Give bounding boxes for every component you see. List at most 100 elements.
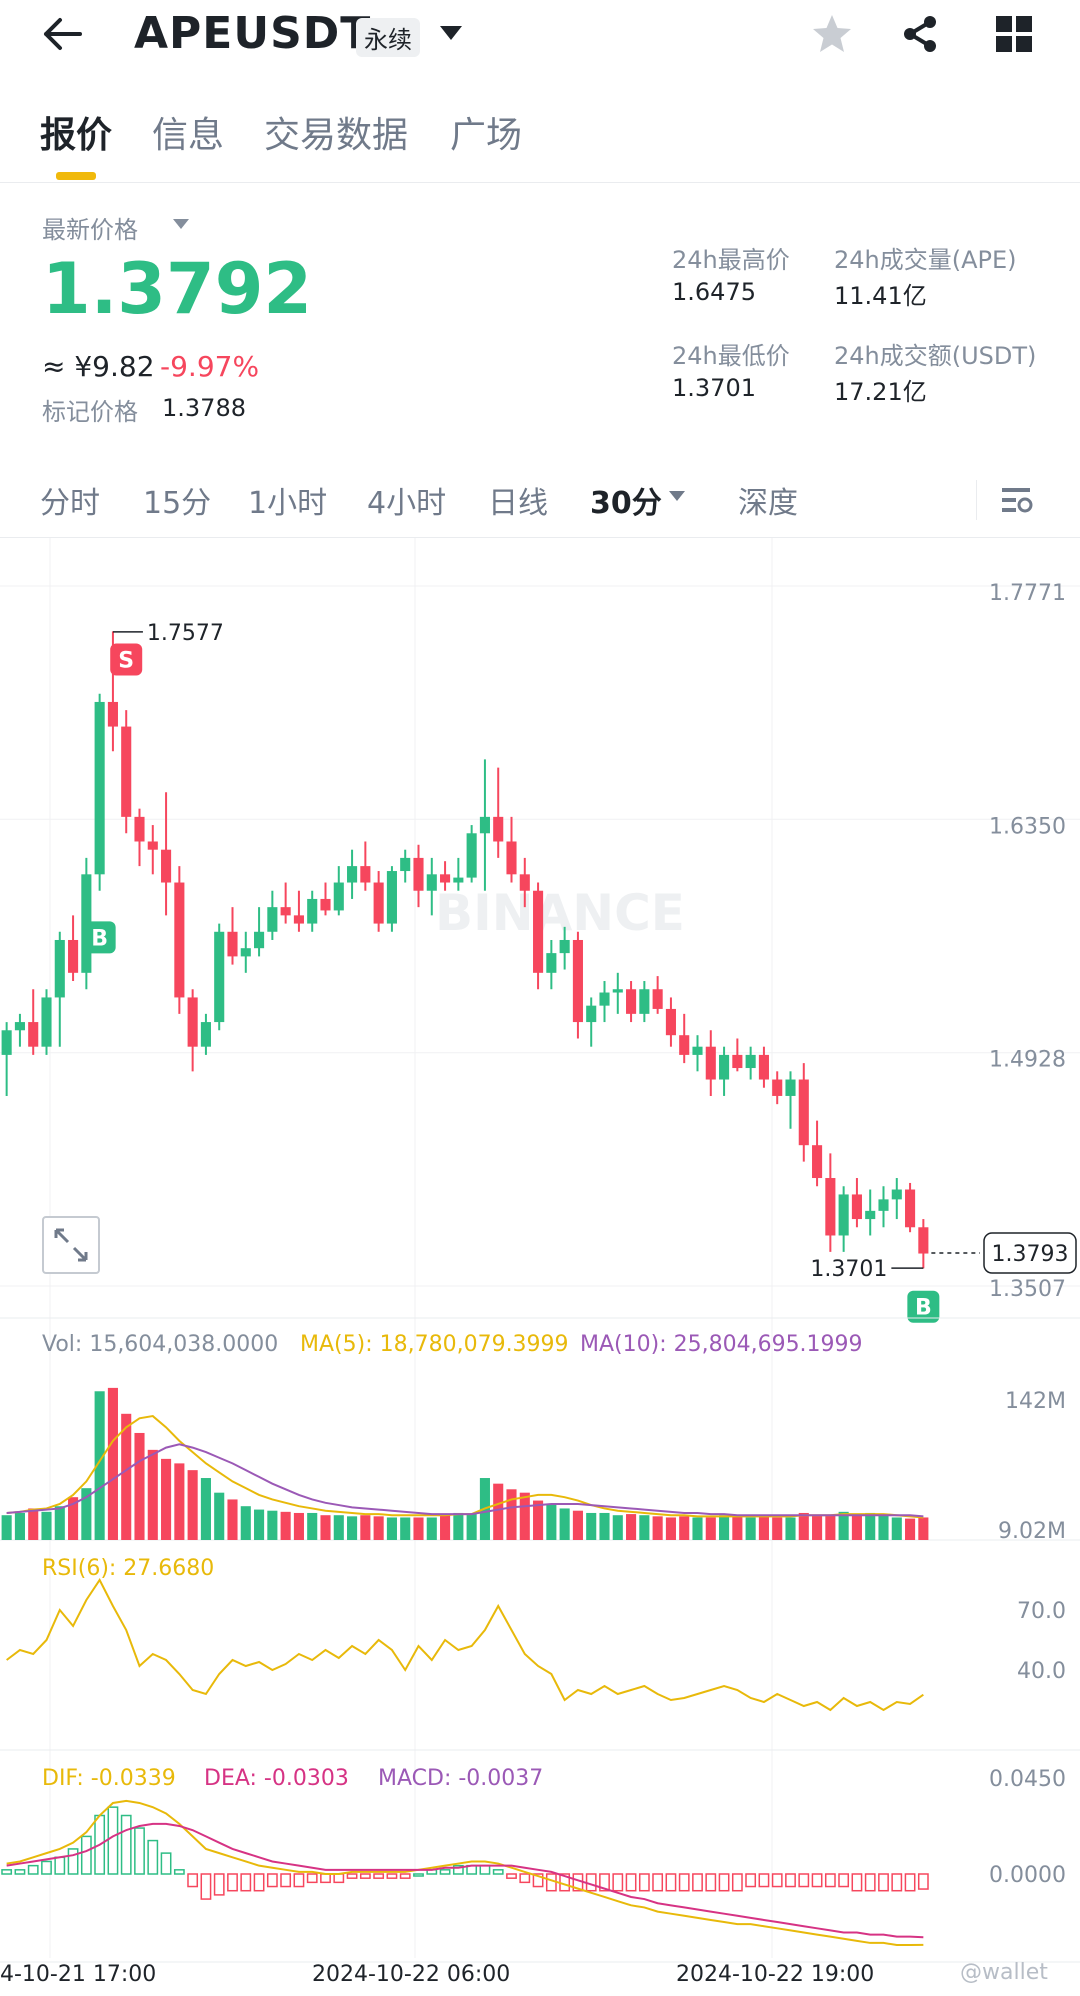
macd-bar	[585, 1873, 597, 1892]
volume-bar	[360, 1515, 371, 1540]
back-arrow-icon[interactable]	[40, 14, 84, 54]
y-tick-label: 70.0	[1017, 1599, 1066, 1624]
macd-bar	[240, 1873, 252, 1892]
candle-body	[453, 877, 464, 883]
tab-trading-data[interactable]: 交易数据	[264, 115, 409, 156]
top-bar: APEUSDT 永续	[0, 0, 1080, 72]
chevron-down-icon[interactable]	[172, 218, 190, 230]
candle-body	[665, 1008, 676, 1036]
vol-usdt-label: 24h成交额(USDT)	[834, 342, 1037, 370]
trade-marker	[83, 921, 116, 954]
volume-bar	[147, 1449, 158, 1540]
trade-marker	[110, 643, 143, 676]
ma10-label: MA(10): 25,804,695.1999	[580, 1332, 863, 1357]
volume-bar	[918, 1517, 929, 1540]
candle-body	[745, 1054, 756, 1069]
tf-30m[interactable]: 30分	[590, 486, 662, 521]
chevron-down-icon[interactable]	[668, 490, 686, 502]
macd-bar	[785, 1873, 796, 1888]
macd-bar	[731, 1873, 743, 1892]
candle-body	[360, 866, 371, 883]
candle-body	[891, 1189, 902, 1200]
tf-4h[interactable]: 4小时	[367, 486, 447, 521]
volume-bar	[187, 1470, 198, 1540]
macd-bar	[213, 1873, 225, 1896]
grid-icon[interactable]	[996, 16, 1034, 54]
chart-settings-icon[interactable]	[1000, 484, 1034, 516]
candle-body	[307, 898, 318, 924]
volume-bar	[851, 1515, 862, 1540]
volume-bar	[333, 1515, 344, 1540]
tf-depth[interactable]: 深度	[738, 486, 798, 521]
divider	[976, 480, 977, 520]
candle-body	[227, 931, 238, 957]
volume-bar	[506, 1489, 517, 1540]
volume-bar	[121, 1413, 132, 1540]
share-icon[interactable]	[900, 14, 940, 54]
candle-body	[214, 931, 225, 1023]
volume-bar	[705, 1517, 716, 1540]
tab-square[interactable]: 广场	[450, 115, 523, 156]
macd-bar	[120, 1814, 132, 1875]
volume-bar	[732, 1516, 743, 1540]
candle-body	[373, 882, 384, 924]
watermark: BINANCE	[435, 884, 685, 942]
macd-bar	[878, 1873, 889, 1892]
dif-line	[6, 1799, 924, 1947]
high-value: 1.6475	[672, 278, 756, 306]
expand-chart-button[interactable]	[42, 1216, 100, 1274]
vol-ape-value: 11.41亿	[834, 282, 927, 310]
volume-bar	[293, 1512, 304, 1540]
tf-line[interactable]: 分时	[40, 486, 100, 521]
candle-body	[147, 841, 158, 850]
volume-bar	[719, 1515, 730, 1540]
volume-bar	[493, 1483, 504, 1540]
macd-bar	[506, 1873, 517, 1879]
candle-body	[559, 939, 570, 954]
volume-bar	[267, 1510, 278, 1540]
volume-bar	[373, 1516, 384, 1540]
candle-body	[705, 1046, 716, 1080]
y-tick-label: 1.6350	[989, 814, 1066, 839]
current-price-box	[983, 1232, 1077, 1274]
macd-label: MACD: -0.0037	[378, 1766, 544, 1791]
star-icon[interactable]	[810, 12, 854, 56]
volume-bar	[878, 1515, 889, 1540]
volume-bar	[453, 1512, 464, 1540]
vol-usdt-value: 17.21亿	[834, 378, 927, 406]
candle-body	[466, 833, 477, 878]
volume-bar	[54, 1506, 65, 1540]
macd-bar	[891, 1873, 903, 1892]
macd-bar	[798, 1873, 810, 1888]
symbol-title[interactable]: APEUSDT	[134, 8, 372, 59]
tf-15m[interactable]: 15分	[143, 486, 212, 521]
volume-bar	[174, 1463, 185, 1540]
candle-body	[838, 1194, 849, 1236]
macd-bar	[27, 1864, 39, 1875]
candle-body	[267, 907, 278, 932]
low-marker-label: 1.3701	[810, 1257, 887, 1282]
dropdown-icon[interactable]	[438, 24, 464, 42]
tab-quote[interactable]: 报价	[40, 115, 113, 156]
latest-price-label[interactable]: 最新价格	[42, 216, 138, 244]
vol-ape-label: 24h成交量(APE)	[834, 246, 1017, 274]
macd-bar	[824, 1873, 836, 1888]
tf-1d[interactable]: 日线	[488, 486, 548, 521]
divider	[0, 537, 1080, 538]
x-axis-label: 4-10-21 17:00	[0, 1962, 157, 1987]
candle-body	[533, 890, 544, 973]
tf-1h[interactable]: 1小时	[248, 486, 328, 521]
mark-price-label: 标记价格	[42, 398, 138, 426]
candle-body	[586, 1005, 597, 1023]
kline-chart[interactable]: 1.7771 1.6350 1.4928 1.3507 BINANCE 1.7577 1.3…	[0, 538, 1080, 1996]
candle-body	[812, 1145, 823, 1179]
macd-bar	[625, 1873, 637, 1892]
macd-bar	[80, 1835, 92, 1875]
volume-bar	[1, 1515, 12, 1540]
volume-bar	[320, 1515, 331, 1540]
macd-bar	[386, 1873, 398, 1879]
macd-bar	[479, 1864, 491, 1875]
candle-body	[161, 849, 172, 883]
tab-info[interactable]: 信息	[152, 115, 225, 156]
macd-bar	[306, 1873, 318, 1884]
